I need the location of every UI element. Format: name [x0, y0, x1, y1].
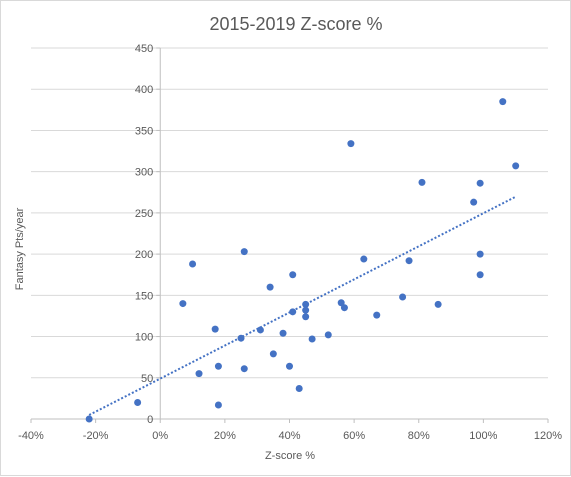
- data-point: [360, 255, 368, 263]
- y-tick-label: 200: [135, 249, 153, 261]
- y-tick-label: 100: [135, 332, 153, 344]
- data-point: [476, 179, 484, 187]
- y-tick-label: 350: [135, 125, 153, 137]
- y-axis-title: Fantasy Pts/year: [14, 207, 26, 290]
- data-point: [308, 335, 316, 343]
- data-point: [179, 300, 187, 308]
- data-point: [340, 304, 348, 312]
- x-tick-label: 120%: [534, 430, 562, 442]
- data-point: [302, 300, 310, 308]
- data-point: [195, 370, 203, 378]
- data-point: [211, 325, 219, 333]
- data-point: [289, 271, 297, 279]
- y-tick-label: 150: [135, 290, 153, 302]
- x-tick-label: 100%: [469, 430, 497, 442]
- data-point: [347, 140, 355, 148]
- y-tick-label: 250: [135, 208, 153, 220]
- data-point: [134, 399, 142, 407]
- x-tick-label: 20%: [214, 430, 236, 442]
- x-axis-title: Z-score %: [265, 450, 315, 462]
- x-tick-label: 40%: [278, 430, 300, 442]
- y-tick-label: 300: [135, 167, 153, 179]
- data-points: [85, 98, 520, 423]
- data-point: [279, 329, 287, 337]
- y-tick-label: 450: [135, 43, 153, 55]
- data-point: [295, 384, 303, 392]
- data-point: [85, 415, 93, 423]
- data-point: [499, 98, 507, 106]
- data-point: [237, 334, 245, 342]
- data-point: [399, 293, 407, 301]
- data-point: [240, 248, 248, 256]
- data-point: [189, 260, 197, 268]
- data-point: [373, 311, 381, 319]
- data-point: [476, 271, 484, 279]
- x-tick-label: 60%: [343, 430, 365, 442]
- data-point: [470, 198, 478, 206]
- tick-labels: 0 50 100 150 200 250 300 350 400 450 -40% -20% 0% 20%…: [18, 43, 562, 442]
- data-point: [214, 362, 222, 370]
- x-tick-label: 80%: [408, 430, 430, 442]
- data-point: [269, 350, 277, 358]
- data-point: [405, 257, 413, 265]
- data-point: [289, 308, 297, 316]
- y-tick-label: 50: [141, 373, 153, 385]
- data-point: [256, 326, 264, 334]
- data-point: [512, 162, 520, 170]
- data-point: [418, 178, 426, 186]
- y-tick-label: 0: [147, 414, 153, 426]
- x-tick-label: 0%: [152, 430, 168, 442]
- data-point: [476, 250, 484, 258]
- axes: [30, 47, 549, 423]
- gridlines: [31, 47, 548, 379]
- x-tick-label: -40%: [18, 430, 44, 442]
- data-point: [266, 283, 274, 291]
- data-point: [214, 401, 222, 409]
- data-point: [434, 300, 442, 308]
- data-point: [240, 365, 248, 373]
- y-tick-label: 400: [135, 84, 153, 96]
- x-tick-label: -20%: [83, 430, 109, 442]
- data-point: [302, 306, 310, 314]
- chart-title: 2015-2019 Z-score %: [209, 14, 382, 34]
- data-point: [337, 299, 345, 307]
- data-point: [286, 362, 293, 370]
- data-point: [324, 331, 332, 339]
- data-point: [302, 313, 310, 321]
